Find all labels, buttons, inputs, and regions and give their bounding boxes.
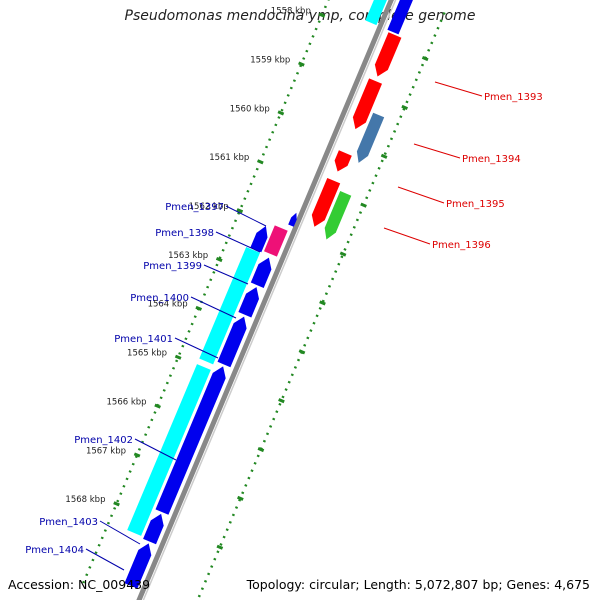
kbp-tick: [195, 305, 203, 311]
gene-label-leader: [225, 205, 267, 227]
gene-label: Pmen_1404: [25, 545, 84, 556]
ruler-track-left: [80, 0, 330, 588]
kbp-tick: [298, 61, 305, 67]
kbp-tick: [216, 544, 224, 550]
backbone-line: [136, 0, 394, 600]
gene-label: Pmen_1397: [165, 202, 224, 213]
cds-feature: [238, 287, 259, 318]
gene-label: Pmen_1399: [143, 261, 202, 272]
gene-label-leader: [215, 231, 261, 253]
gene-label: Pmen_1403: [39, 517, 98, 528]
kbp-tick: [215, 256, 223, 263]
cds-feature: [311, 178, 341, 227]
kbp-tick: [236, 208, 244, 214]
cds-feature: [127, 364, 211, 536]
kbp-label: 1560 kbp: [230, 104, 270, 114]
kbp-tick: [277, 110, 285, 116]
gene-label: Pmen_1393: [484, 92, 543, 103]
kbp-tick: [318, 12, 326, 18]
cds-feature: [250, 226, 268, 253]
kbp-tick: [319, 300, 326, 306]
kbp-tick: [174, 354, 182, 360]
kbp-tick: [278, 398, 285, 404]
cds-feature: [324, 191, 352, 240]
gene-label-leader: [134, 438, 177, 461]
accession-text: Accession: NC_009439: [8, 577, 151, 592]
gene-label-leader: [85, 548, 125, 571]
kbp-tick: [113, 501, 120, 507]
gene-label-leader: [413, 143, 461, 159]
kbp-tick: [380, 153, 388, 159]
kbp-tick: [256, 159, 264, 165]
cds-feature: [374, 32, 402, 77]
kbp-label: 1561 kbp: [209, 153, 249, 163]
kbp-tick: [339, 251, 347, 257]
gene-label: Pmen_1398: [155, 228, 214, 239]
gene-label-leader: [190, 296, 237, 319]
cds-feature: [356, 112, 385, 163]
gene-label: Pmen_1401: [114, 334, 173, 345]
gene-label: Pmen_1400: [130, 293, 189, 304]
gene-label-leader: [383, 227, 431, 245]
kbp-label: 1559 kbp: [250, 55, 290, 65]
cds-feature: [334, 150, 352, 172]
gene-label: Pmen_1394: [462, 154, 521, 165]
kbp-tick: [257, 446, 265, 453]
gene-label-leader: [434, 81, 483, 97]
gene-label: Pmen_1396: [432, 240, 491, 251]
kbp-label: 1567 kbp: [86, 446, 126, 456]
backbone-shadow-line: [142, 0, 397, 600]
cds-feature: [199, 247, 260, 365]
gene-label-leader: [99, 520, 141, 545]
cds-feature: [155, 366, 226, 515]
kbp-tick: [154, 403, 161, 409]
kbp-label: 1563 kbp: [168, 251, 208, 261]
cds-feature: [143, 513, 164, 545]
kbp-label: 1565 kbp: [127, 349, 167, 359]
cds-feature: [217, 316, 247, 368]
gene-label: Pmen_1395: [446, 199, 505, 210]
kbp-label: 1566 kbp: [107, 397, 147, 407]
gene-label: Pmen_1402: [74, 435, 133, 446]
cds-feature: [387, 0, 413, 35]
kbp-tick: [401, 104, 409, 111]
cds-feature: [264, 225, 288, 257]
kbp-label: 1564 kbp: [148, 300, 188, 310]
kbp-label: 1562 kbp: [189, 202, 229, 212]
cds-feature: [365, 0, 387, 26]
gene-label-leader: [203, 264, 249, 285]
cds-feature: [250, 257, 272, 288]
kbp-tick: [298, 349, 306, 355]
kbp-tick: [360, 202, 367, 208]
kbp-tick: [237, 495, 244, 501]
cds-feature: [352, 78, 382, 130]
kbp-tick: [421, 56, 429, 62]
kbp-tick: [133, 452, 141, 458]
gene-label-leader: [397, 186, 445, 204]
topology-text: Topology: circular; Length: 5,072,807 bp…: [246, 577, 590, 592]
kbp-label: 1558 kbp: [271, 7, 311, 17]
cds-feature: [288, 212, 297, 227]
cds-feature: [124, 543, 152, 589]
kbp-label: 1568 kbp: [65, 495, 105, 505]
gene-label-leader: [174, 337, 219, 359]
